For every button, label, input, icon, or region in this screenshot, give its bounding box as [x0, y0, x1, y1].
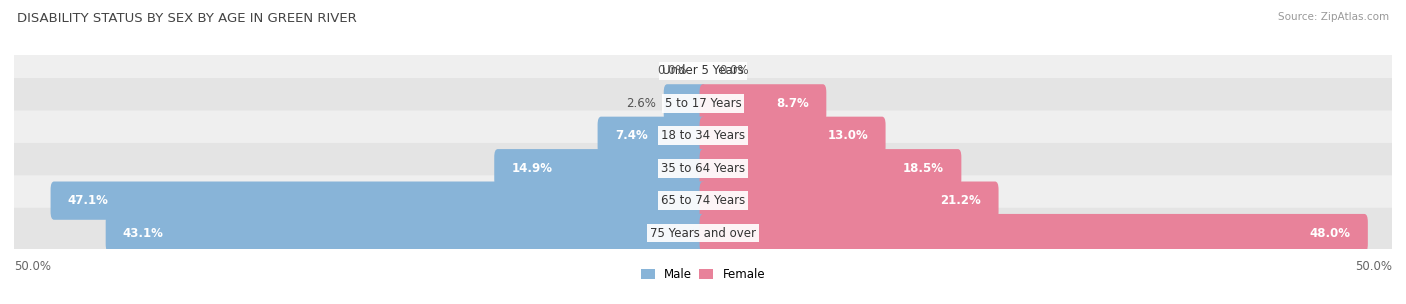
Text: Source: ZipAtlas.com: Source: ZipAtlas.com	[1278, 12, 1389, 22]
Text: 8.7%: 8.7%	[776, 97, 808, 110]
Legend: Male, Female: Male, Female	[636, 264, 770, 286]
Text: Under 5 Years: Under 5 Years	[662, 64, 744, 78]
Text: 2.6%: 2.6%	[626, 97, 657, 110]
FancyBboxPatch shape	[10, 78, 1396, 129]
Text: 7.4%: 7.4%	[614, 129, 648, 142]
Text: 50.0%: 50.0%	[1355, 260, 1392, 273]
Text: 14.9%: 14.9%	[512, 162, 553, 175]
FancyBboxPatch shape	[10, 46, 1396, 96]
Text: 48.0%: 48.0%	[1309, 226, 1351, 240]
FancyBboxPatch shape	[700, 84, 827, 123]
FancyBboxPatch shape	[10, 110, 1396, 161]
FancyBboxPatch shape	[10, 208, 1396, 258]
FancyBboxPatch shape	[495, 149, 706, 187]
FancyBboxPatch shape	[700, 117, 886, 155]
Text: 18.5%: 18.5%	[903, 162, 945, 175]
Text: DISABILITY STATUS BY SEX BY AGE IN GREEN RIVER: DISABILITY STATUS BY SEX BY AGE IN GREEN…	[17, 12, 357, 25]
FancyBboxPatch shape	[598, 117, 706, 155]
FancyBboxPatch shape	[10, 175, 1396, 226]
Text: 50.0%: 50.0%	[14, 260, 51, 273]
FancyBboxPatch shape	[700, 181, 998, 220]
FancyBboxPatch shape	[10, 143, 1396, 194]
Text: 13.0%: 13.0%	[828, 129, 869, 142]
Text: 65 to 74 Years: 65 to 74 Years	[661, 194, 745, 207]
FancyBboxPatch shape	[700, 149, 962, 187]
Text: 35 to 64 Years: 35 to 64 Years	[661, 162, 745, 175]
Text: 75 Years and over: 75 Years and over	[650, 226, 756, 240]
FancyBboxPatch shape	[51, 181, 706, 220]
Text: 43.1%: 43.1%	[122, 226, 163, 240]
Text: 5 to 17 Years: 5 to 17 Years	[665, 97, 741, 110]
Text: 18 to 34 Years: 18 to 34 Years	[661, 129, 745, 142]
Text: 47.1%: 47.1%	[67, 194, 108, 207]
Text: 21.2%: 21.2%	[941, 194, 981, 207]
FancyBboxPatch shape	[700, 214, 1368, 252]
Text: 0.0%: 0.0%	[720, 64, 749, 78]
FancyBboxPatch shape	[105, 214, 706, 252]
FancyBboxPatch shape	[664, 84, 706, 123]
Text: 0.0%: 0.0%	[657, 64, 686, 78]
